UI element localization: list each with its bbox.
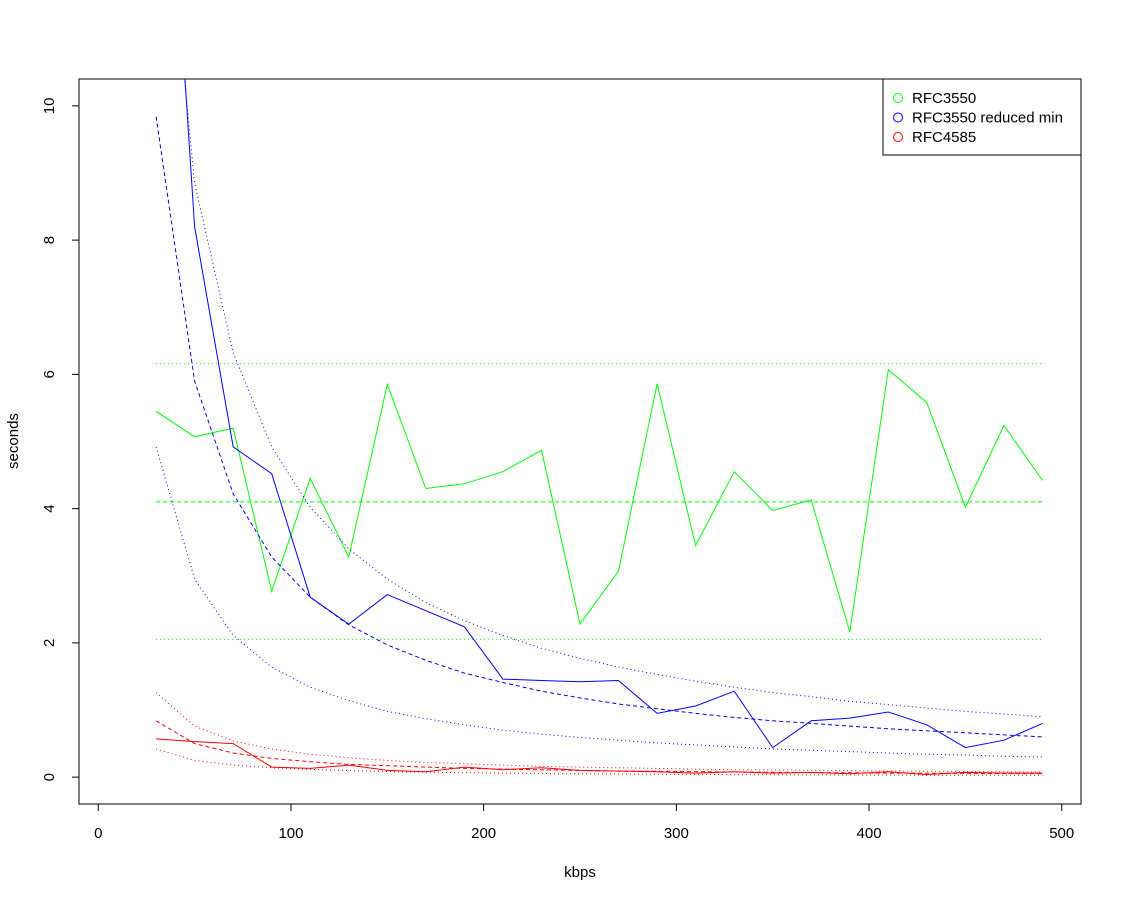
y-tick-label: 6 (41, 370, 58, 378)
y-tick-label: 2 (41, 639, 58, 647)
series-rfc3550 (155, 363, 1043, 640)
x-tick-label: 100 (278, 825, 303, 842)
y-tick-label: 4 (41, 504, 58, 512)
legend-box (882, 78, 1082, 156)
series-lower-bound-line (155, 446, 1043, 758)
x-axis: 0 100 200 300 400 500 (94, 803, 1074, 842)
series-measured-line (156, 738, 1043, 776)
legend-marker-icon (893, 132, 903, 142)
x-axis-title: kbps (564, 864, 596, 881)
legend-item: RFC4585 (893, 129, 976, 146)
series-measured-line (155, 368, 1043, 633)
y-tick-label: 10 (41, 98, 58, 115)
series-upper-bound-line (183, 79, 1043, 718)
legend-item: RFC3550 (893, 90, 976, 107)
legend: RFC3550 RFC3550 reduced min RFC4585 (882, 78, 1082, 156)
x-tick-label: 200 (471, 825, 496, 842)
series-lower-bound-line (155, 748, 1043, 776)
x-tick-label: 400 (857, 825, 882, 842)
legend-marker-icon (893, 93, 903, 103)
y-tick-label: 0 (41, 773, 58, 781)
series-rfc3550-reduced-min (155, 79, 1043, 758)
series-measured-line (184, 79, 1043, 749)
y-tick-label: 8 (41, 236, 58, 244)
legend-label: RFC3550 reduced min (912, 110, 1063, 127)
x-tick-label: 500 (1049, 825, 1074, 842)
x-tick-label: 300 (664, 825, 689, 842)
y-axis-title: seconds (5, 413, 22, 469)
legend-marker-icon (893, 112, 903, 123)
plot-area (155, 79, 1043, 776)
legend-label: RFC3550 (912, 90, 976, 107)
series-mean-line (155, 116, 1043, 738)
legend-item: RFC3550 reduced min (893, 110, 1063, 127)
series-upper-bound-line (155, 692, 1043, 773)
legend-label: RFC4585 (912, 129, 976, 146)
x-tick-label: 0 (94, 825, 102, 842)
y-axis: 0 2 4 6 8 10 (41, 98, 80, 781)
series-rfc4585 (155, 692, 1043, 776)
